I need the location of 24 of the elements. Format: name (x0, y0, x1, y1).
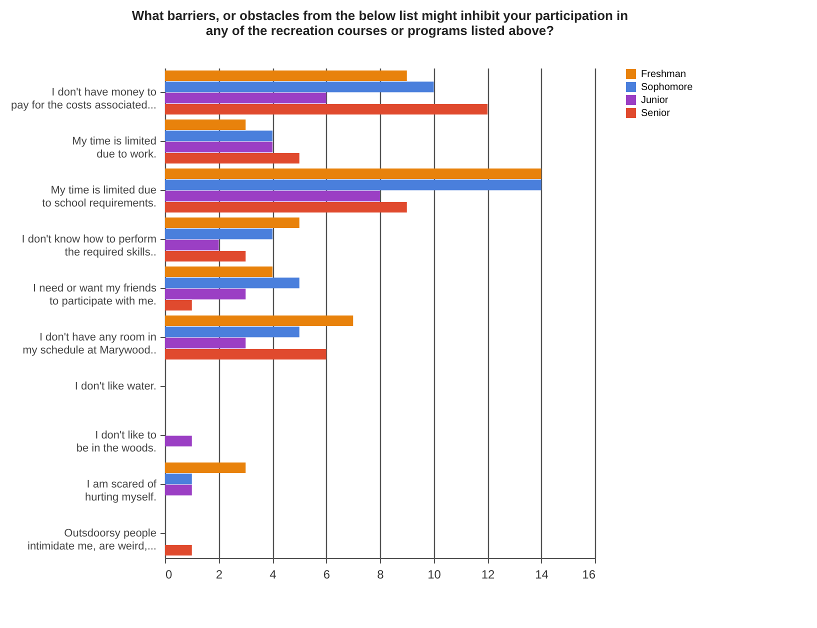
legend-label: Senior (641, 108, 671, 119)
y-tick-label: My time is limited due to school requirements. (42, 184, 156, 210)
x-tick-label: 12 (481, 568, 495, 582)
y-tick-label: Outsdoorsy people intimidate me, are weird,... (28, 528, 156, 552)
x-tick-label: 16 (582, 568, 596, 582)
x-tick-label: 14 (535, 568, 549, 582)
y-tick-label: I don't like water. (74, 380, 156, 392)
legend-label: Junior (641, 95, 669, 106)
x-tick-label: 4 (270, 568, 277, 582)
x-tick-label: 0 (166, 568, 172, 582)
legend-label: Freshman (641, 69, 686, 80)
y-tick-label: I need or want my friends to participate with me. (32, 282, 157, 308)
x-tick-label: 8 (377, 568, 384, 582)
legend-label: Sophomore (641, 82, 694, 93)
chart-title: What barriers, or obstacles from the below list might inhibit your participation in any of the recreation courses or programs listed above? (132, 8, 628, 38)
y-tick-label: I don't know how to perform the required skills.. (22, 234, 156, 258)
x-tick-label: 2 (216, 568, 223, 582)
y-tick-label: My time is limited due to work. (72, 136, 156, 160)
x-tick-label: 6 (323, 568, 330, 582)
x-tick-label: 10 (428, 568, 442, 582)
y-tick-label: I don't have any room in my schedule at Marywood.. (22, 332, 156, 356)
y-tick-label: I don't have money to pay for the costs associated... (10, 86, 156, 112)
y-tick-label: I don't like to be in the woods. (76, 430, 156, 454)
y-tick-label: I am scared of hurting myself. (84, 478, 158, 504)
